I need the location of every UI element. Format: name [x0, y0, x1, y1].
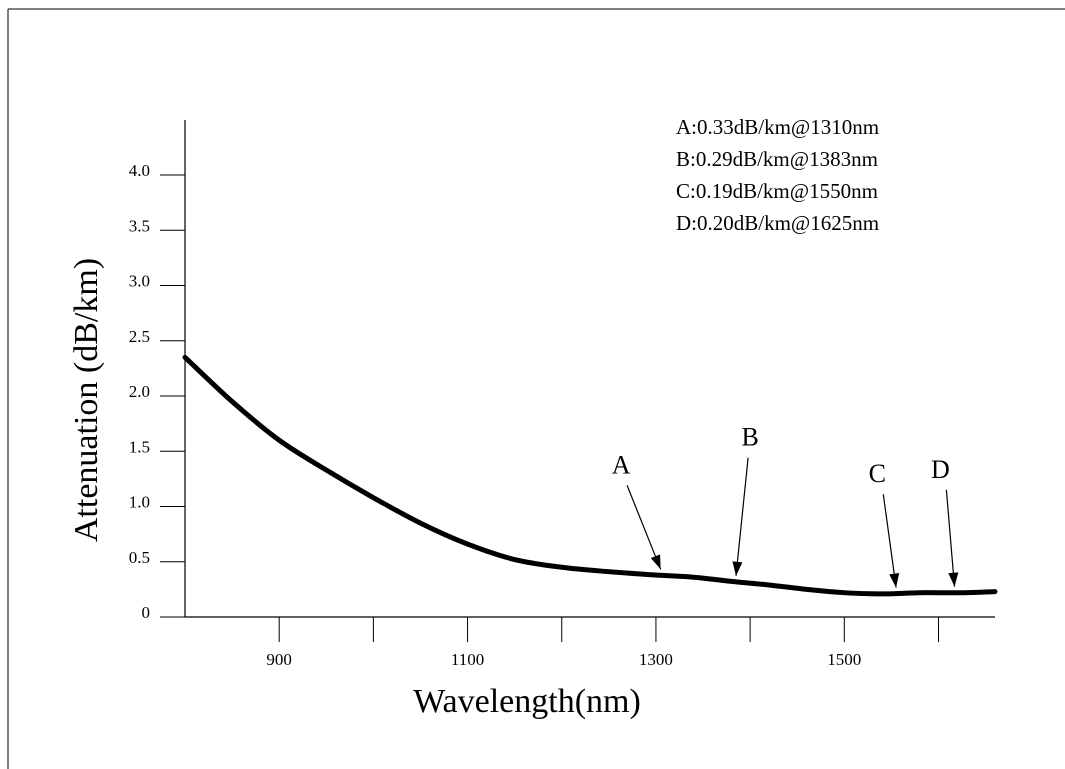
legend-entry-b: B:0.29dB/km@1383nm — [676, 147, 878, 171]
y-tick-label: 1.0 — [129, 493, 150, 512]
annotation-letter: C — [869, 459, 886, 488]
y-tick-label: 2.0 — [129, 382, 150, 401]
y-tick-label: 2.5 — [129, 327, 150, 346]
annotation-arrow-shaft — [735, 457, 749, 576]
legend-entry-c: C:0.19dB/km@1550nm — [676, 179, 878, 203]
y-tick-label: 4.0 — [129, 161, 150, 180]
y-tick-label: 1.5 — [129, 437, 150, 456]
legend-entry-a: A:0.33dB/km@1310nm — [676, 115, 879, 139]
x-tick-label: 1100 — [451, 650, 484, 669]
annotation-arrow-head — [889, 573, 900, 588]
annotation-letter: A — [612, 450, 631, 479]
annotation-arrow-head — [948, 572, 959, 587]
x-axis-title: Wavelength(nm) — [413, 683, 641, 720]
annotation-arrow-shaft — [882, 494, 897, 588]
annotation-a: A — [612, 450, 662, 570]
annotation-b: B — [732, 423, 759, 576]
annotation-letter: B — [741, 423, 758, 452]
legend-entry-d: D:0.20dB/km@1625nm — [676, 211, 879, 235]
x-ticks: 900 1100 1300 1500 — [266, 617, 939, 669]
y-tick-label: 3.5 — [129, 216, 150, 235]
x-tick-label: 1300 — [639, 650, 673, 669]
y-ticks: 0 0.5 1.0 1.5 2.0 2.5 3.0 3.5 4.0 — [129, 161, 185, 622]
annotation-d: D — [931, 455, 959, 587]
legend: A:0.33dB/km@1310nm B:0.29dB/km@1383nm C:0.… — [676, 115, 879, 235]
y-tick-label: 0 — [142, 603, 151, 622]
y-tick-label: 0.5 — [129, 548, 150, 567]
annotation-letter: D — [931, 455, 950, 484]
annotation-markers: A B C D — [612, 423, 959, 588]
x-tick-label: 900 — [266, 650, 292, 669]
y-tick-label: 3.0 — [129, 272, 150, 291]
annotation-arrow-head — [732, 561, 743, 576]
annotation-arrow-shaft — [945, 489, 956, 587]
annotation-arrow-head — [650, 554, 661, 570]
annotation-c: C — [869, 459, 900, 588]
x-tick-label: 1500 — [827, 650, 861, 669]
attenuation-curve — [182, 354, 998, 597]
annotation-arrow-shaft — [626, 485, 662, 570]
y-axis-title: Attenuation (dB/km) — [68, 258, 105, 542]
